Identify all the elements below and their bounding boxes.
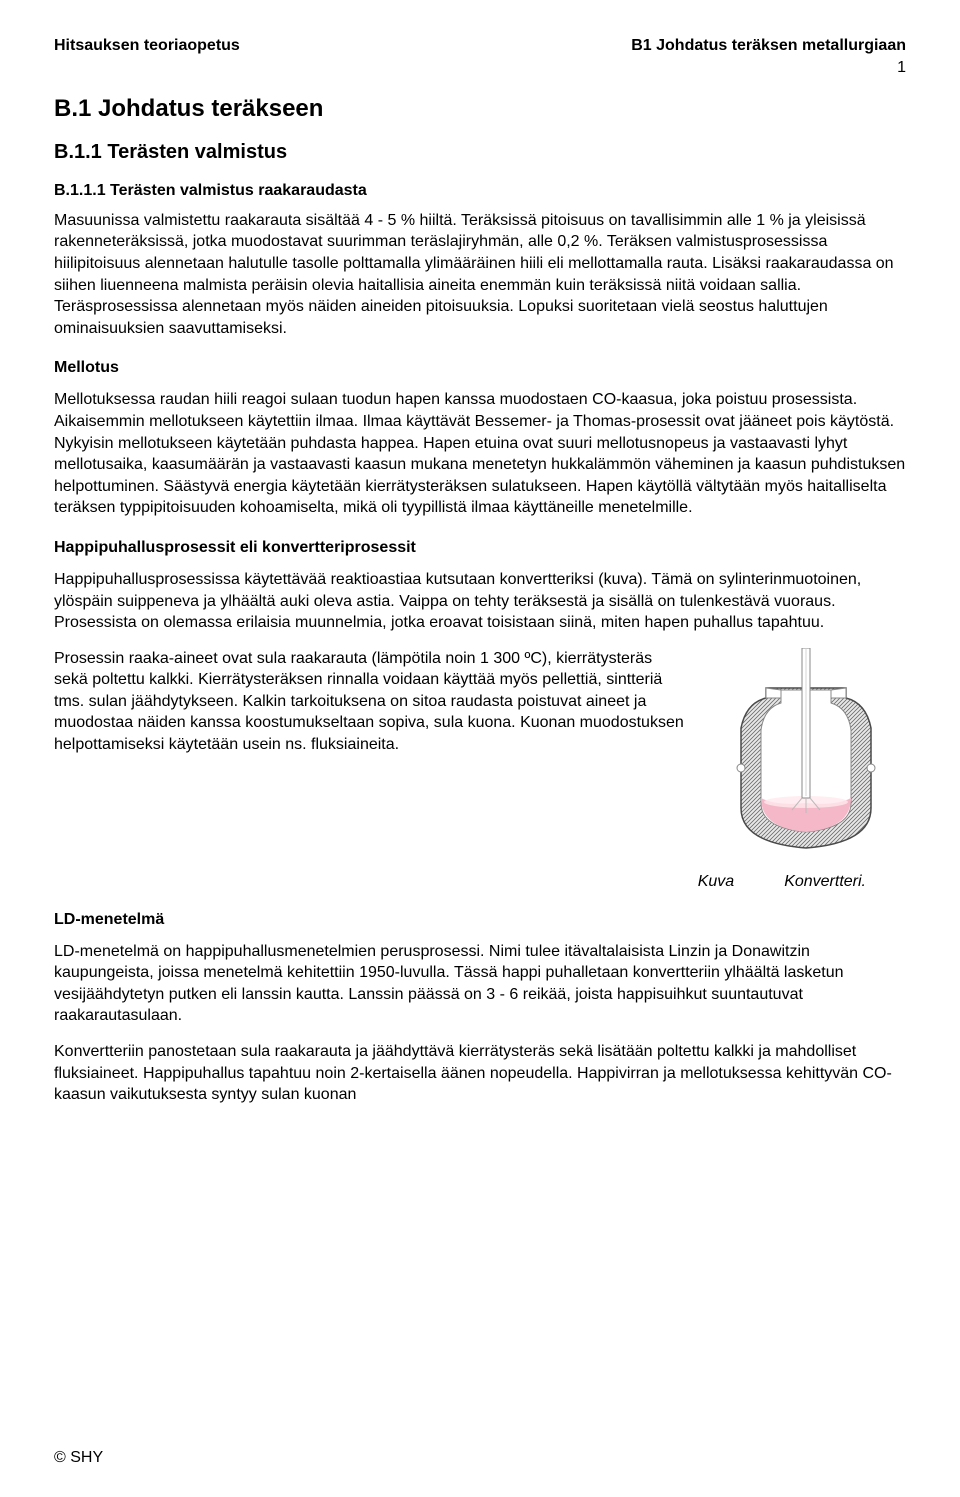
header-right: B1 Johdatus teräksen metallurgiaan xyxy=(631,36,906,57)
trunnion-right-icon xyxy=(867,764,875,772)
converter-diagram xyxy=(706,648,906,858)
page-header: Hitsauksen teoriaopetus B1 Johdatus terä… xyxy=(54,36,906,57)
text-column: Prosessin raaka-aineet ovat sula raakara… xyxy=(54,648,686,770)
figure-column xyxy=(706,648,906,863)
header-left: Hitsauksen teoriaopetus xyxy=(54,36,240,57)
vessel-lip-right-icon xyxy=(831,688,846,698)
mellotus-title: Mellotus xyxy=(54,359,906,377)
intro-paragraph: Masuunissa valmistettu raakarauta sisält… xyxy=(54,210,906,340)
ld-para1: LD-menetelmä on happipuhallusmenetelmien… xyxy=(54,941,906,1027)
happipuhallus-para2: Prosessin raaka-aineet ovat sula raakara… xyxy=(54,648,686,756)
trunnion-left-icon xyxy=(737,764,745,772)
footer-copyright: © SHY xyxy=(54,1449,103,1467)
document-page: Hitsauksen teoriaopetus B1 Johdatus terä… xyxy=(0,0,960,1497)
vessel-lip-left-icon xyxy=(766,688,781,698)
happipuhallus-para1: Happipuhallusprosessissa käytettävää rea… xyxy=(54,569,906,634)
caption-label: Kuva xyxy=(698,873,734,891)
heading-2: B.1.1 Terästen valmistus xyxy=(54,141,906,164)
page-number: 1 xyxy=(54,59,906,77)
text-figure-row: Prosessin raaka-aineet ovat sula raakara… xyxy=(54,648,906,863)
ld-title: LD-menetelmä xyxy=(54,911,906,929)
happipuhallus-title: Happipuhallusprosessit eli konvertteripr… xyxy=(54,539,906,557)
caption-text: Konvertteri. xyxy=(784,873,866,891)
heading-1: B.1 Johdatus teräkseen xyxy=(54,95,906,123)
heading-3: B.1.1.1 Terästen valmistus raakaraudasta xyxy=(54,182,906,200)
mellotus-paragraph: Mellotuksessa raudan hiili reagoi sulaan… xyxy=(54,389,906,519)
ld-para2: Konvertteriin panostetaan sula raakaraut… xyxy=(54,1041,906,1106)
figure-caption-row: Kuva Konvertteri. xyxy=(54,873,906,891)
